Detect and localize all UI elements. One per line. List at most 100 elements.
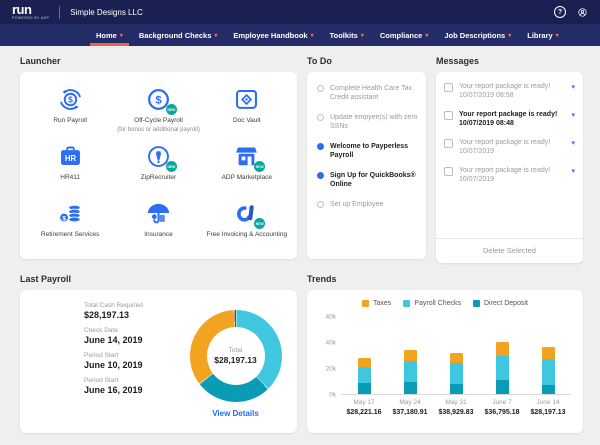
x-label-total: $28,197.13	[530, 408, 566, 416]
company-name: Simple Designs LLC	[70, 7, 143, 17]
legend-swatch	[403, 300, 411, 307]
chevron-down-icon: ▾	[119, 32, 123, 39]
launcher-app-adp-marketplace[interactable]: NEW ADP Marketplace	[203, 139, 291, 196]
todo-item[interactable]: Sign Up for QuickBooks® Online	[317, 171, 418, 190]
header-divider	[59, 5, 61, 19]
y-tick-label: 40k	[325, 339, 336, 347]
run-logo-text: run	[12, 2, 32, 18]
message-date: 10/07/2019 08:48	[459, 120, 514, 128]
chevron-down-icon[interactable]: ▾	[571, 167, 575, 175]
payroll-stat: Total Cash Required $28,197.13	[84, 302, 184, 320]
help-icon[interactable]: ?	[554, 6, 566, 18]
todo-item[interactable]: Update empyee(s) with zero SSNs	[317, 113, 418, 132]
x-label-date: May 31	[445, 399, 467, 406]
chevron-down-icon: ▾	[425, 32, 429, 39]
launcher-app-doc-vault[interactable]: Doc Vault	[203, 82, 291, 139]
svg-text:$: $	[68, 95, 73, 105]
nav-item-library[interactable]: Library ▾	[519, 24, 566, 46]
trends-section: Trends Taxes Payroll Checks Direct Deposit…	[307, 274, 583, 433]
bar-segment-payroll-checks	[449, 362, 463, 384]
ziprecruiter-icon: NEW	[145, 143, 177, 172]
message-checkbox[interactable]	[444, 110, 453, 120]
todo-item[interactable]: Welcome to Payperless Payroll	[317, 142, 418, 161]
new-badge: NEW	[254, 161, 266, 172]
message-checkbox[interactable]	[444, 166, 453, 176]
legend-label: Payroll Checks	[414, 300, 461, 307]
launcher-app-hr411[interactable]: HR HR411	[26, 139, 114, 196]
stat-label: Check Date	[84, 327, 118, 334]
nav-item-employee-handbook[interactable]: Employee Handbook ▾	[225, 24, 321, 46]
payroll-donut-chart: Total $28,197.13	[189, 309, 282, 402]
delete-selected-button[interactable]: Delete Selected	[436, 238, 583, 263]
launcher-app-ziprecruiter[interactable]: NEW ZipRecruiter	[114, 139, 202, 196]
chevron-down-icon: ▾	[214, 32, 218, 39]
todo-item[interactable]: Complete Health Care Tax Credit assistan…	[317, 84, 418, 103]
todo-item-label: Complete Health Care Tax Credit assistan…	[330, 85, 412, 102]
vault-icon	[233, 86, 260, 113]
message-date: 10/07/2019	[459, 176, 495, 184]
status-circle-icon	[317, 200, 324, 208]
todo-card: Complete Health Care Tax Credit assistan…	[307, 72, 426, 259]
launcher-app-retirement-services[interactable]: $ Retirement Services	[26, 196, 114, 253]
nav-item-label: Compliance	[379, 30, 423, 40]
messages-title: Messages	[436, 56, 480, 66]
legend-label: Taxes	[373, 300, 392, 307]
message-date: 10/07/2019	[459, 148, 495, 156]
message-text: Your report package is ready! 10/07/2019 …	[459, 82, 567, 101]
message-text: Your report package is ready! 10/07/2019	[459, 166, 567, 185]
messages-card: Your report package is ready! 10/07/2019 …	[436, 72, 583, 263]
bar-segment-taxes	[403, 349, 417, 361]
chevron-down-icon[interactable]: ▾	[571, 111, 575, 119]
legend-swatch	[362, 300, 370, 307]
bar-segment-payroll-checks	[403, 360, 417, 383]
nav-item-background-checks[interactable]: Background Checks ▾	[131, 24, 226, 46]
message-checkbox[interactable]	[444, 138, 453, 148]
chevron-down-icon[interactable]: ▾	[571, 139, 575, 147]
message-item: Your report package is ready! 10/07/2019 …	[444, 110, 575, 129]
nav-item-home[interactable]: Home ▾	[88, 24, 131, 46]
bar-segment-taxes	[541, 346, 555, 360]
bar-segment-direct-deposit	[357, 383, 371, 394]
bar-segment-payroll-checks	[357, 366, 371, 384]
last-payroll-card: Total Cash Required $28,197.13 Check Date J…	[20, 290, 297, 433]
donut-total-label: Total	[228, 346, 243, 354]
bar-segment-direct-deposit	[403, 382, 417, 394]
nav-item-compliance[interactable]: Compliance ▾	[372, 24, 437, 46]
svg-text:HR: HR	[64, 154, 76, 163]
view-details-link[interactable]: View Details	[212, 408, 259, 418]
user-profile-icon[interactable]	[576, 6, 588, 18]
nav-item-job-descriptions[interactable]: Job Descriptions ▾	[436, 24, 519, 46]
chevron-down-icon[interactable]: ▾	[571, 84, 575, 91]
y-tick-label: 20k	[325, 365, 336, 373]
message-date: 10/07/2019 08:58	[459, 92, 514, 100]
message-item: Your report package is ready! 10/07/2019 ▾	[444, 166, 575, 185]
todo-item[interactable]: Set up Employee	[317, 200, 418, 209]
legend-item-taxes: Taxes	[362, 300, 391, 307]
status-circle-icon	[317, 171, 324, 179]
launcher-app-run-payroll[interactable]: $ Run Payroll	[26, 82, 114, 139]
status-circle-icon	[317, 85, 324, 92]
launcher-app-insurance[interactable]: Insurance	[114, 196, 202, 253]
last-payroll-title: Last Payroll	[20, 274, 72, 284]
stat-label: Period Start	[84, 352, 119, 359]
launcher-app-free-invoicing-accounting[interactable]: NEW Free Invoicing & Accounting	[203, 196, 291, 253]
bar-segment-payroll-checks	[541, 359, 555, 386]
launcher-app-off-cycle-payroll[interactable]: $ NEW Off-Cycle Payroll (for bonus or addit…	[114, 82, 202, 139]
messages-section: Messages Your report package is ready! 10…	[436, 56, 583, 263]
launcher-app-label: HR411	[60, 174, 81, 181]
payroll-stat: Check Date June 14, 2019	[84, 327, 184, 345]
trend-bar-may-31	[449, 352, 463, 394]
bar-segment-direct-deposit	[495, 380, 509, 394]
stat-label: Period Start	[84, 377, 119, 384]
todo-item-label: Set up Employee	[330, 200, 384, 208]
nav-item-label: Home	[96, 30, 117, 40]
legend-item-direct-deposit: Direct Deposit	[473, 300, 528, 307]
message-title: Your report package is ready!	[459, 110, 558, 118]
message-checkbox[interactable]	[444, 83, 453, 92]
x-label-total: $28,221.16	[346, 408, 382, 416]
launcher-app-label: ZipRecruiter	[140, 174, 177, 181]
bar-slot	[387, 317, 433, 394]
nav-item-toolkits[interactable]: Toolkits ▾	[322, 24, 372, 46]
launcher-card: $ Run Payroll $ NEW Off-Cycle Payroll (for bo…	[20, 72, 297, 259]
main-navigation: Home ▾ Background Checks ▾ Employee Handbook…	[0, 24, 600, 46]
